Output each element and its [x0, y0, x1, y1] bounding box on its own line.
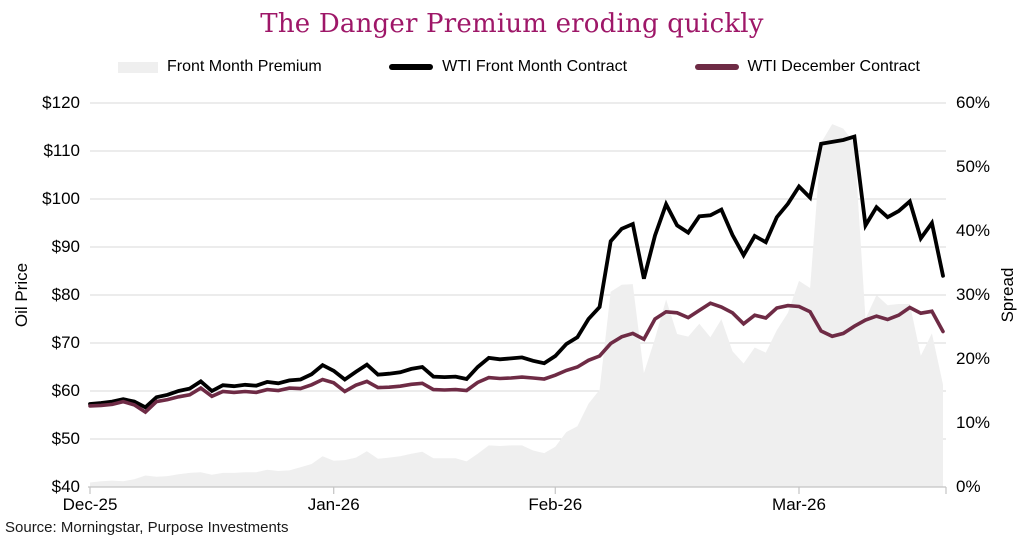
y-axis-tick-label-right: 10% — [956, 413, 991, 432]
december-line-swatch-icon — [694, 64, 739, 70]
y-axis-tick-label-right: 60% — [956, 93, 991, 112]
legend-label-premium: Front Month Premium — [167, 58, 322, 75]
legend: Front Month Premium WTI Front Month Cont… — [118, 57, 920, 77]
x-axis-tick-label: Jan-26 — [307, 495, 360, 514]
y-axis-tick-label-left: $50 — [51, 429, 80, 448]
y-axis-tick-label-right: 20% — [956, 349, 991, 368]
legend-label-front-month: WTI Front Month Contract — [442, 58, 628, 75]
legend-item-december: WTI December Contract — [694, 58, 920, 76]
x-axis-tick-label: Mar-26 — [772, 495, 826, 514]
chart-title: The Danger Premium eroding quickly — [260, 9, 764, 39]
y-axis-tick-label-right: 0% — [956, 477, 981, 496]
source-note: Source: Morningstar, Purpose Investments — [5, 519, 289, 536]
y-axis-tick-label-left: $90 — [51, 237, 80, 256]
y-axis-tick-label-right: 30% — [956, 285, 991, 304]
y-axis-tick-label-right: 50% — [956, 157, 991, 176]
y-axis-tick-label-left: $120 — [42, 93, 80, 112]
legend-item-front-month: WTI Front Month Contract — [389, 58, 627, 76]
y-axis-tick-label-left: $40 — [51, 477, 80, 496]
wti-december-line — [88, 301, 945, 415]
y-axis-tick-label-left: $80 — [51, 285, 80, 304]
y-axis-tick-label-left: $110 — [43, 141, 80, 160]
y-axis-tick-label-left: $70 — [51, 333, 80, 352]
x-axis-tick-label: Feb-26 — [528, 495, 583, 514]
y-axis-tick-label-right: 40% — [956, 221, 991, 240]
y-axis-tick-label-left: $100 — [42, 189, 80, 208]
plot-area — [88, 102, 947, 494]
front-month-premium-area — [90, 124, 943, 487]
x-axis-tick-label: Dec-25 — [62, 495, 118, 514]
legend-label-december: WTI December Contract — [747, 58, 920, 75]
front-month-line-swatch-icon — [389, 64, 434, 70]
y-axis-tick-label-left: $60 — [51, 381, 80, 400]
premium-area-swatch-icon — [118, 61, 158, 73]
legend-item-premium: Front Month Premium — [118, 58, 322, 76]
wti-front-month-line — [88, 134, 945, 410]
